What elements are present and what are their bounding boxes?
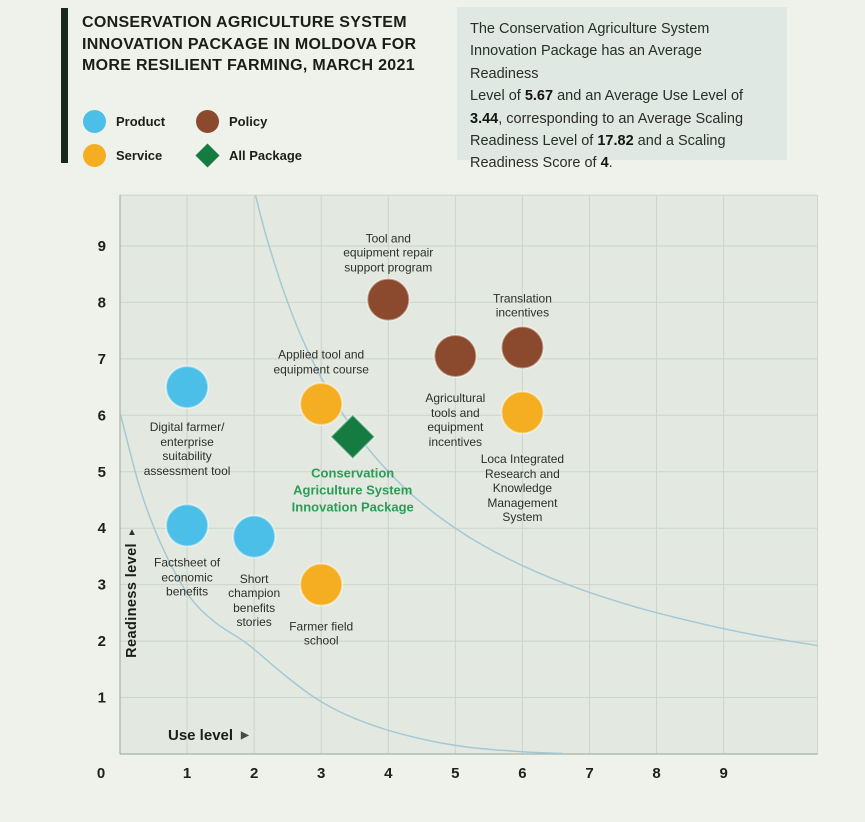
x-tick-label: 8 [652, 765, 660, 782]
lower-threshold-curve [120, 412, 563, 754]
summary-value: 3.44 [470, 110, 499, 127]
legend-label: Policy [229, 114, 268, 129]
x-tick-label: 1 [183, 765, 191, 782]
data-point-circle [165, 365, 210, 410]
x-tick-label: 9 [719, 765, 727, 782]
summary-text: and a Scaling Readiness Score of [470, 133, 726, 172]
summary-box: The Conservation Agriculture System Inno… [457, 7, 787, 171]
data-point-circle [299, 562, 344, 607]
circle-swatch-icon [196, 110, 219, 133]
data-point-circle [232, 514, 277, 559]
x-tick-label: 6 [518, 765, 526, 782]
x-tick-label: 2 [250, 765, 258, 782]
y-tick-label: 9 [98, 238, 106, 255]
y-tick-label: 2 [98, 633, 106, 650]
data-point-circle [299, 382, 344, 427]
up-arrow-icon: ▲ [127, 527, 137, 538]
summary-text: . [608, 155, 613, 172]
legend-label: Service [116, 148, 163, 163]
x-tick-label: 5 [451, 765, 459, 782]
legend-item-policy: Policy [196, 110, 302, 133]
x-axis-title-text: Use level [168, 727, 234, 744]
right-arrow-icon: ▶ [241, 730, 249, 741]
y-tick-label: 7 [98, 351, 106, 368]
summary-value: 4 [600, 155, 609, 172]
legend-label: All Package [229, 148, 302, 163]
upper-threshold-curve [254, 195, 818, 647]
data-point-circle [433, 334, 478, 379]
legend-label: Product [116, 114, 166, 129]
x-tick-label: 7 [585, 765, 593, 782]
chart-legend: Product Policy Service All Package [83, 110, 302, 168]
legend-item-product: Product [83, 110, 196, 133]
x-axis-title: Use level ▶ [168, 727, 249, 744]
y-tick-label: 3 [98, 577, 106, 594]
summary-text: and an Average Use Level of [557, 88, 744, 105]
legend-item-all-package: All Package [195, 143, 302, 168]
data-point-circle [366, 277, 411, 322]
x-tick-label: 4 [384, 765, 393, 782]
y-axis-title-text: Readiness level [124, 543, 140, 658]
y-tick-label: 6 [98, 407, 106, 424]
legend-item-service: Service [83, 144, 196, 167]
y-tick-label: 5 [98, 464, 106, 481]
summary-text: The Conservation Agriculture System Inno… [470, 21, 710, 105]
data-point-diamond [329, 413, 377, 461]
accent-bar [61, 8, 68, 163]
summary-value: 5.67 [524, 88, 554, 105]
y-tick-label: 4 [98, 520, 107, 537]
x-tick-label: 0 [97, 765, 105, 782]
y-tick-label: 1 [98, 690, 106, 707]
plot-panel [120, 195, 818, 754]
data-point-circle [165, 503, 210, 548]
data-point-circle [500, 390, 545, 435]
summary-value: 17.82 [597, 133, 634, 150]
x-tick-label: 3 [317, 765, 325, 782]
y-axis-title: ▲ Readiness level [124, 527, 140, 658]
data-point-circle [500, 325, 545, 370]
y-tick-label: 8 [98, 294, 106, 311]
circle-swatch-icon [83, 144, 106, 167]
circle-swatch-icon [83, 110, 106, 133]
summary-text: , corresponding to an Average Scaling Re… [470, 110, 744, 150]
page-title: CONSERVATION AGRICULTURE SYSTEM INNOVATI… [82, 14, 417, 74]
